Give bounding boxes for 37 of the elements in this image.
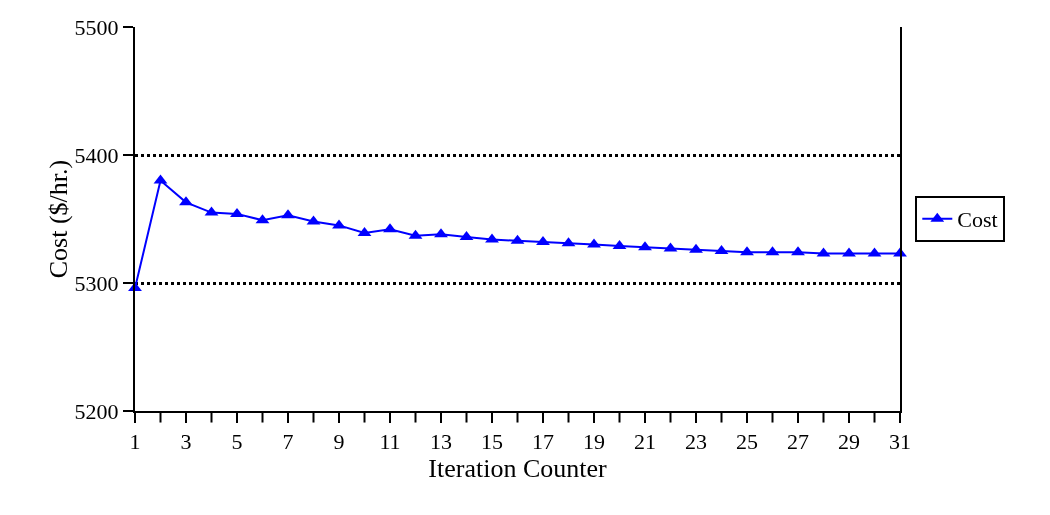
x-tick-label: 3	[180, 429, 192, 455]
y-tick-label: 5400	[74, 142, 119, 168]
point	[536, 236, 550, 246]
point	[791, 246, 805, 256]
point	[230, 207, 244, 217]
y-tick-label: 5500	[74, 14, 119, 40]
point	[587, 238, 601, 248]
point	[383, 223, 397, 233]
point	[332, 219, 346, 229]
point	[638, 241, 652, 251]
x-tick-label: 25	[736, 429, 758, 455]
x-tick-label: 15	[481, 429, 503, 455]
point	[842, 247, 856, 257]
y-tick-label: 5300	[74, 270, 119, 296]
x-tick-label: 31	[889, 429, 911, 455]
x-tick-label: 13	[430, 429, 452, 455]
x-tick-label: 27	[787, 429, 809, 455]
point	[434, 228, 448, 238]
x-tick-label: 21	[634, 429, 656, 455]
point	[485, 233, 499, 243]
x-axis-title: Iteration Counter	[428, 454, 607, 484]
x-tick-label: 19	[583, 429, 605, 455]
x-tick-label: 29	[838, 429, 860, 455]
point	[179, 196, 193, 206]
x-tick-label: 11	[379, 429, 401, 455]
legend-label: Cost	[957, 207, 998, 233]
y-tick-label: 5200	[74, 398, 119, 424]
x-tick-label: 1	[129, 429, 141, 455]
x-tick-label: 7	[282, 429, 294, 455]
x-tick-label: 23	[685, 429, 707, 455]
point	[281, 209, 295, 219]
y-axis-title: Cost ($/hr.)	[43, 159, 73, 279]
x-tick-label: 5	[231, 429, 243, 455]
x-tick-label: 9	[333, 429, 345, 455]
x-tick-label: 17	[532, 429, 554, 455]
point	[740, 246, 754, 256]
point	[689, 243, 703, 253]
